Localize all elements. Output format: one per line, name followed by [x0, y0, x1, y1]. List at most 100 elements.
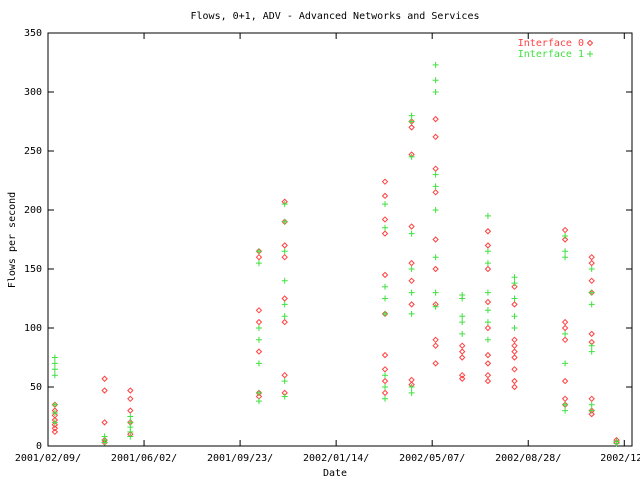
point: [484, 324, 492, 332]
point: [127, 419, 134, 426]
point: [51, 419, 58, 426]
point: [408, 301, 415, 308]
point: [255, 260, 262, 267]
point: [51, 372, 58, 379]
point: [562, 360, 569, 367]
point: [484, 242, 492, 249]
point: [281, 393, 288, 400]
legend-marker: [586, 39, 594, 47]
point: [562, 401, 569, 408]
point: [255, 348, 263, 355]
point: [588, 259, 595, 267]
legend-label: Interface 0: [518, 38, 584, 49]
point: [511, 336, 518, 344]
point: [51, 428, 59, 436]
point: [255, 336, 262, 343]
point: [255, 325, 262, 331]
point: [588, 342, 595, 349]
point: [459, 330, 466, 337]
point: [588, 277, 595, 285]
point: [408, 230, 415, 237]
point: [511, 377, 518, 385]
x-tick-label: 2002/12/: [600, 453, 640, 464]
point: [255, 248, 262, 255]
point: [281, 371, 288, 379]
y-tick-label: 200: [24, 205, 42, 216]
point: [511, 274, 518, 281]
point: [588, 253, 595, 261]
point: [432, 207, 439, 213]
point: [588, 401, 595, 408]
point: [408, 118, 415, 125]
point: [588, 301, 595, 308]
point: [484, 248, 491, 255]
point: [458, 375, 466, 382]
point: [484, 377, 492, 385]
point: [511, 313, 518, 320]
point: [281, 295, 288, 302]
point: [382, 384, 389, 390]
y-tick-label: 150: [24, 264, 42, 275]
point: [281, 201, 288, 208]
point: [281, 301, 288, 308]
point: [432, 254, 439, 261]
point: [382, 201, 389, 208]
point: [561, 324, 569, 332]
point: [408, 259, 415, 267]
point: [432, 133, 439, 141]
point: [381, 271, 389, 279]
point: [588, 330, 595, 338]
point: [281, 378, 288, 385]
point: [432, 89, 439, 95]
point: [432, 289, 439, 296]
point: [613, 438, 620, 445]
point: [51, 409, 58, 416]
point: [281, 218, 288, 225]
point: [381, 351, 389, 359]
point: [561, 395, 569, 403]
point: [381, 216, 389, 223]
point: [484, 336, 491, 343]
point: [51, 412, 59, 419]
point: [561, 377, 569, 385]
x-tick-label: 2002/01/14/: [303, 453, 369, 464]
point: [484, 371, 492, 379]
point: [562, 248, 569, 255]
point: [432, 265, 439, 273]
point: [511, 348, 518, 355]
point: [408, 277, 415, 285]
point: [281, 242, 288, 249]
point: [484, 319, 491, 326]
point: [561, 226, 569, 234]
point: [432, 303, 439, 310]
point: [511, 354, 518, 361]
plot-frame: [47, 32, 633, 447]
x-tick-label: 2001/09/23/: [207, 453, 273, 464]
point: [382, 372, 389, 379]
point: [432, 171, 439, 178]
point: [381, 178, 389, 185]
point: [408, 112, 415, 119]
point: [588, 407, 595, 414]
point: [382, 310, 389, 317]
point: [51, 425, 59, 432]
point: [432, 236, 439, 243]
y-tick-label: 100: [24, 323, 42, 334]
point: [432, 189, 439, 196]
point: [588, 289, 595, 296]
point: [408, 124, 415, 131]
point: [432, 115, 439, 123]
point: [511, 280, 518, 287]
point: [382, 295, 389, 302]
point: [562, 232, 569, 239]
x-tick-label: 2001/06/02/: [111, 453, 177, 464]
point: [432, 360, 439, 367]
point: [381, 230, 389, 237]
point: [458, 371, 466, 379]
y-tick-label: 350: [24, 28, 42, 39]
legend-label: Interface 1: [518, 49, 584, 60]
point: [382, 224, 389, 231]
point: [101, 419, 108, 426]
point: [127, 407, 134, 414]
